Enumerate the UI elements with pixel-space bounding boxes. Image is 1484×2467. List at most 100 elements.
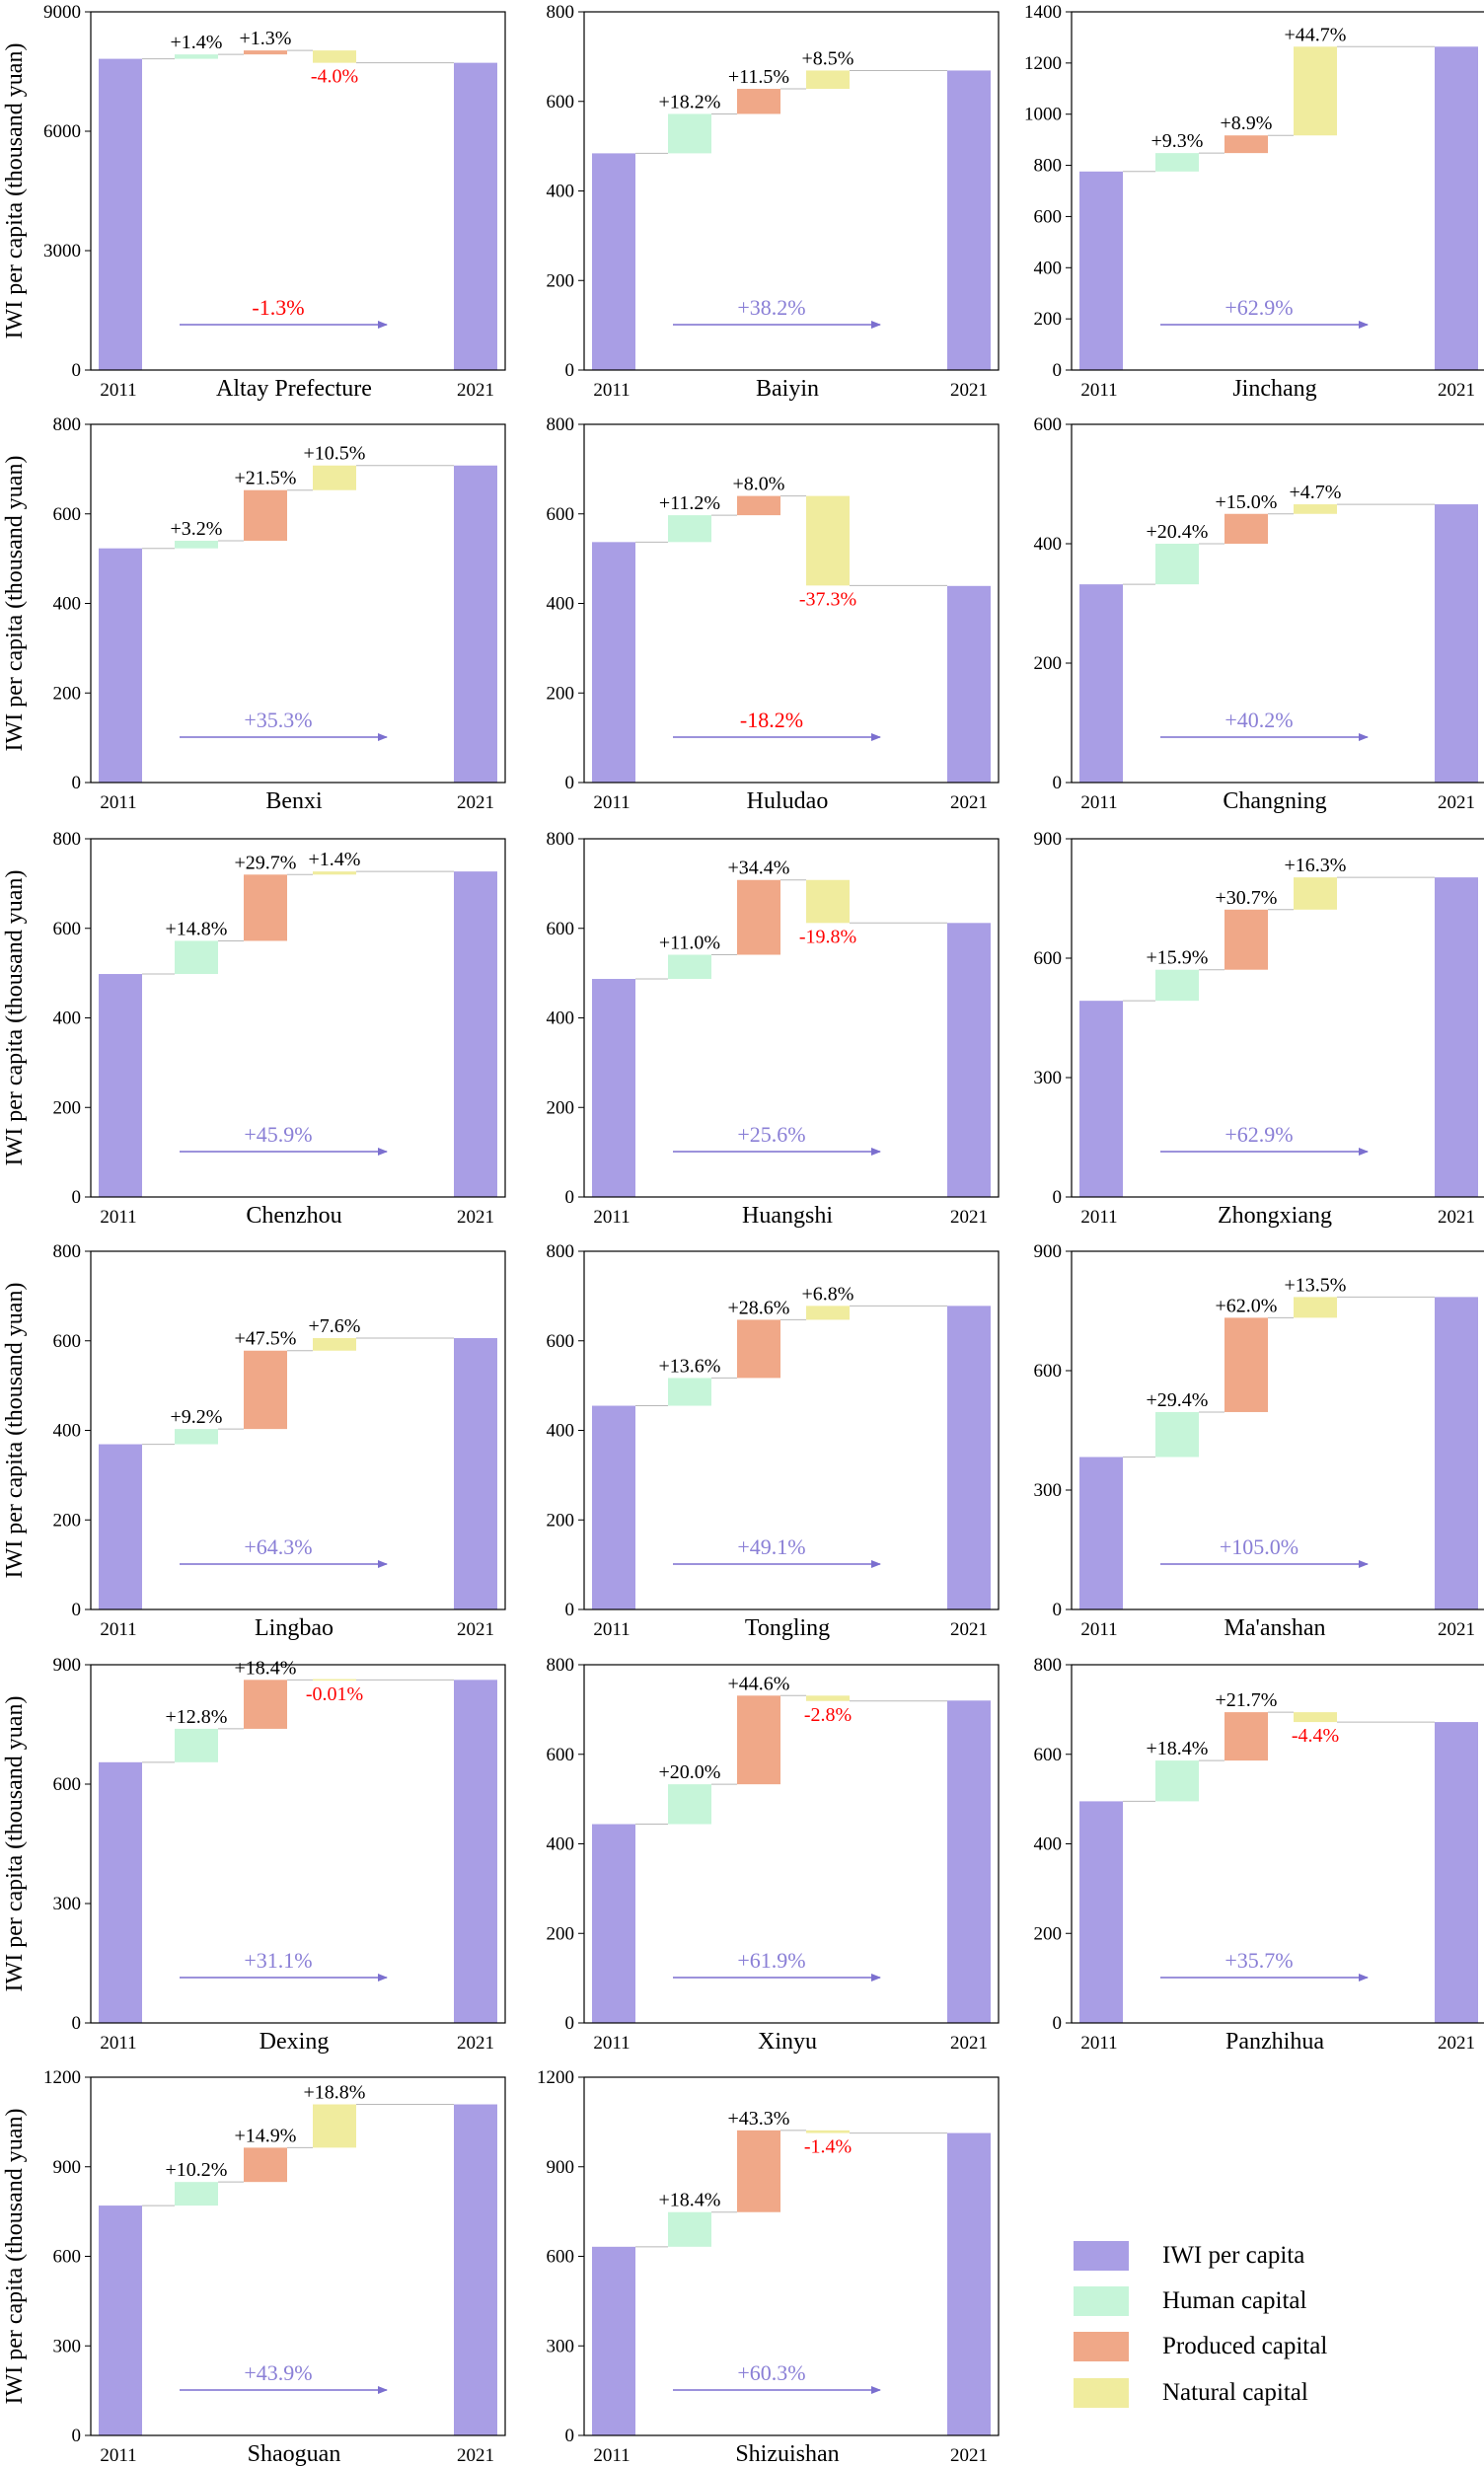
x-label-start: 2011 (593, 2445, 630, 2466)
step-label-natural: +7.6% (309, 1315, 361, 1337)
bar-end (1435, 46, 1478, 371)
y-tick-label: 200 (547, 1097, 575, 1118)
panel-chenzhou: +14.8% +29.7% +1.4% +45.9% 0 200 400 600 800 2011… (2, 829, 506, 1229)
step-label-human: +1.4% (171, 32, 223, 53)
bar-start (99, 58, 142, 371)
step-label-human: +18.4% (659, 2190, 721, 2211)
step-label-natural: -4.0% (311, 66, 358, 88)
y-tick-label: 600 (53, 2247, 82, 2268)
bar-produced (244, 50, 287, 55)
panel-altay-prefecture: +1.4% +1.3% -4.0% -1.3% 0 3000 6000 9000 2011 202… (2, 2, 506, 402)
bar-end (947, 923, 991, 1197)
bar-start (592, 153, 635, 370)
y-tick-label: 300 (1034, 1068, 1063, 1088)
step-label-natural: -1.4% (804, 2136, 852, 2158)
x-label-end: 2021 (1438, 1207, 1475, 1228)
x-label-end: 2021 (457, 2445, 494, 2466)
bar-end (947, 2132, 991, 2435)
plot-frame (1071, 423, 1484, 784)
bar-start (99, 548, 142, 783)
x-label-start: 2011 (593, 792, 630, 813)
bar-produced (244, 874, 287, 941)
x-label-end: 2021 (457, 792, 494, 813)
y-tick-label: 400 (547, 182, 575, 202)
y-tick-label: 600 (53, 1331, 82, 1352)
y-axis-label: IWI per capita (thousand yuan) (2, 870, 28, 1166)
y-tick-label: 200 (1034, 1923, 1063, 1944)
y-tick-label: 300 (1034, 1480, 1063, 1501)
y-tick-label: 1200 (1024, 53, 1062, 74)
bar-start (592, 2246, 635, 2435)
total-change-label: +40.2% (1224, 708, 1293, 732)
x-label-start: 2011 (100, 1207, 136, 1228)
bar-start (1079, 1001, 1123, 1197)
bar-end (454, 1680, 497, 2023)
step-label-human: +13.6% (659, 1355, 721, 1377)
step-label-natural: +44.7% (1285, 24, 1347, 45)
legend-swatch-natural (1074, 2378, 1129, 2408)
y-tick-label: 600 (547, 92, 575, 112)
y-tick-label: 600 (547, 1331, 575, 1352)
y-tick-label: 0 (72, 1187, 82, 1208)
y-tick-label: 600 (547, 1745, 575, 1765)
y-tick-label: 900 (547, 2157, 575, 2178)
x-label-start: 2011 (100, 2033, 136, 2054)
y-tick-label: 400 (53, 1421, 82, 1442)
y-tick-label: 200 (53, 683, 82, 704)
bar-human (175, 54, 218, 59)
bar-human (668, 515, 711, 543)
x-label-end: 2021 (950, 792, 988, 813)
y-tick-label: 300 (53, 1894, 82, 1914)
plot-frame (90, 1664, 506, 2024)
bar-start (99, 2205, 142, 2435)
bar-produced (244, 1350, 287, 1430)
x-label-end: 2021 (950, 380, 988, 401)
y-tick-label: 800 (53, 414, 82, 435)
bar-produced (737, 2130, 780, 2212)
y-axis-label: IWI per capita (thousand yuan) (2, 1696, 28, 1992)
bar-natural (313, 1338, 356, 1351)
bar-produced (737, 89, 780, 114)
y-tick-label: 300 (53, 2336, 82, 2356)
bar-natural (313, 871, 356, 875)
bar-human (1155, 153, 1199, 172)
y-tick-label: 3000 (43, 241, 81, 262)
step-label-natural: -2.8% (804, 1704, 852, 1726)
step-label-produced: +14.9% (235, 2125, 297, 2146)
bar-start (1079, 171, 1123, 370)
plot-frame (1071, 838, 1484, 1198)
plot-frame (1071, 1250, 1484, 1610)
step-label-produced: +44.6% (728, 1673, 790, 1694)
total-change-label: -18.2% (740, 708, 803, 732)
legend-item-natural: Natural capital (1074, 2375, 1308, 2411)
bar-produced (737, 1319, 780, 1379)
y-tick-label: 9000 (43, 2, 81, 23)
bar-produced (1224, 1317, 1268, 1412)
bar-natural (1294, 1712, 1337, 1723)
y-tick-label: 400 (53, 1009, 82, 1029)
legend-item-produced: Produced capital (1074, 2329, 1327, 2364)
bar-end (947, 1306, 991, 1609)
y-tick-label: 300 (547, 2336, 575, 2356)
step-label-natural: +1.4% (309, 849, 361, 870)
bar-start (1079, 1801, 1123, 2023)
step-label-human: +20.0% (659, 1761, 721, 1783)
bar-start (592, 979, 635, 1197)
bar-start (99, 1761, 142, 2023)
x-label-start: 2011 (100, 2445, 136, 2466)
y-tick-label: 0 (1053, 1187, 1063, 1208)
legend-label: Natural capital (1162, 2379, 1308, 2406)
bar-start (1079, 1457, 1123, 1609)
y-tick-label: 400 (1034, 1834, 1063, 1855)
bar-end (454, 62, 497, 370)
y-tick-label: 800 (53, 1241, 82, 1262)
y-tick-label: 200 (547, 270, 575, 291)
panel-changning: +20.4% +15.0% +4.7% +40.2% 0 200 400 600 2011 202… (1034, 414, 1484, 814)
panel-benxi: +3.2% +21.5% +10.5% +35.3% 0 200 400 600 800 2011… (2, 414, 506, 814)
y-tick-label: 6000 (43, 121, 81, 142)
y-tick-label: 800 (53, 829, 82, 850)
step-label-human: +9.2% (171, 1406, 223, 1428)
total-change-label: +64.3% (244, 1534, 312, 1559)
step-label-human: +3.2% (171, 518, 223, 540)
bar-human (175, 940, 218, 975)
